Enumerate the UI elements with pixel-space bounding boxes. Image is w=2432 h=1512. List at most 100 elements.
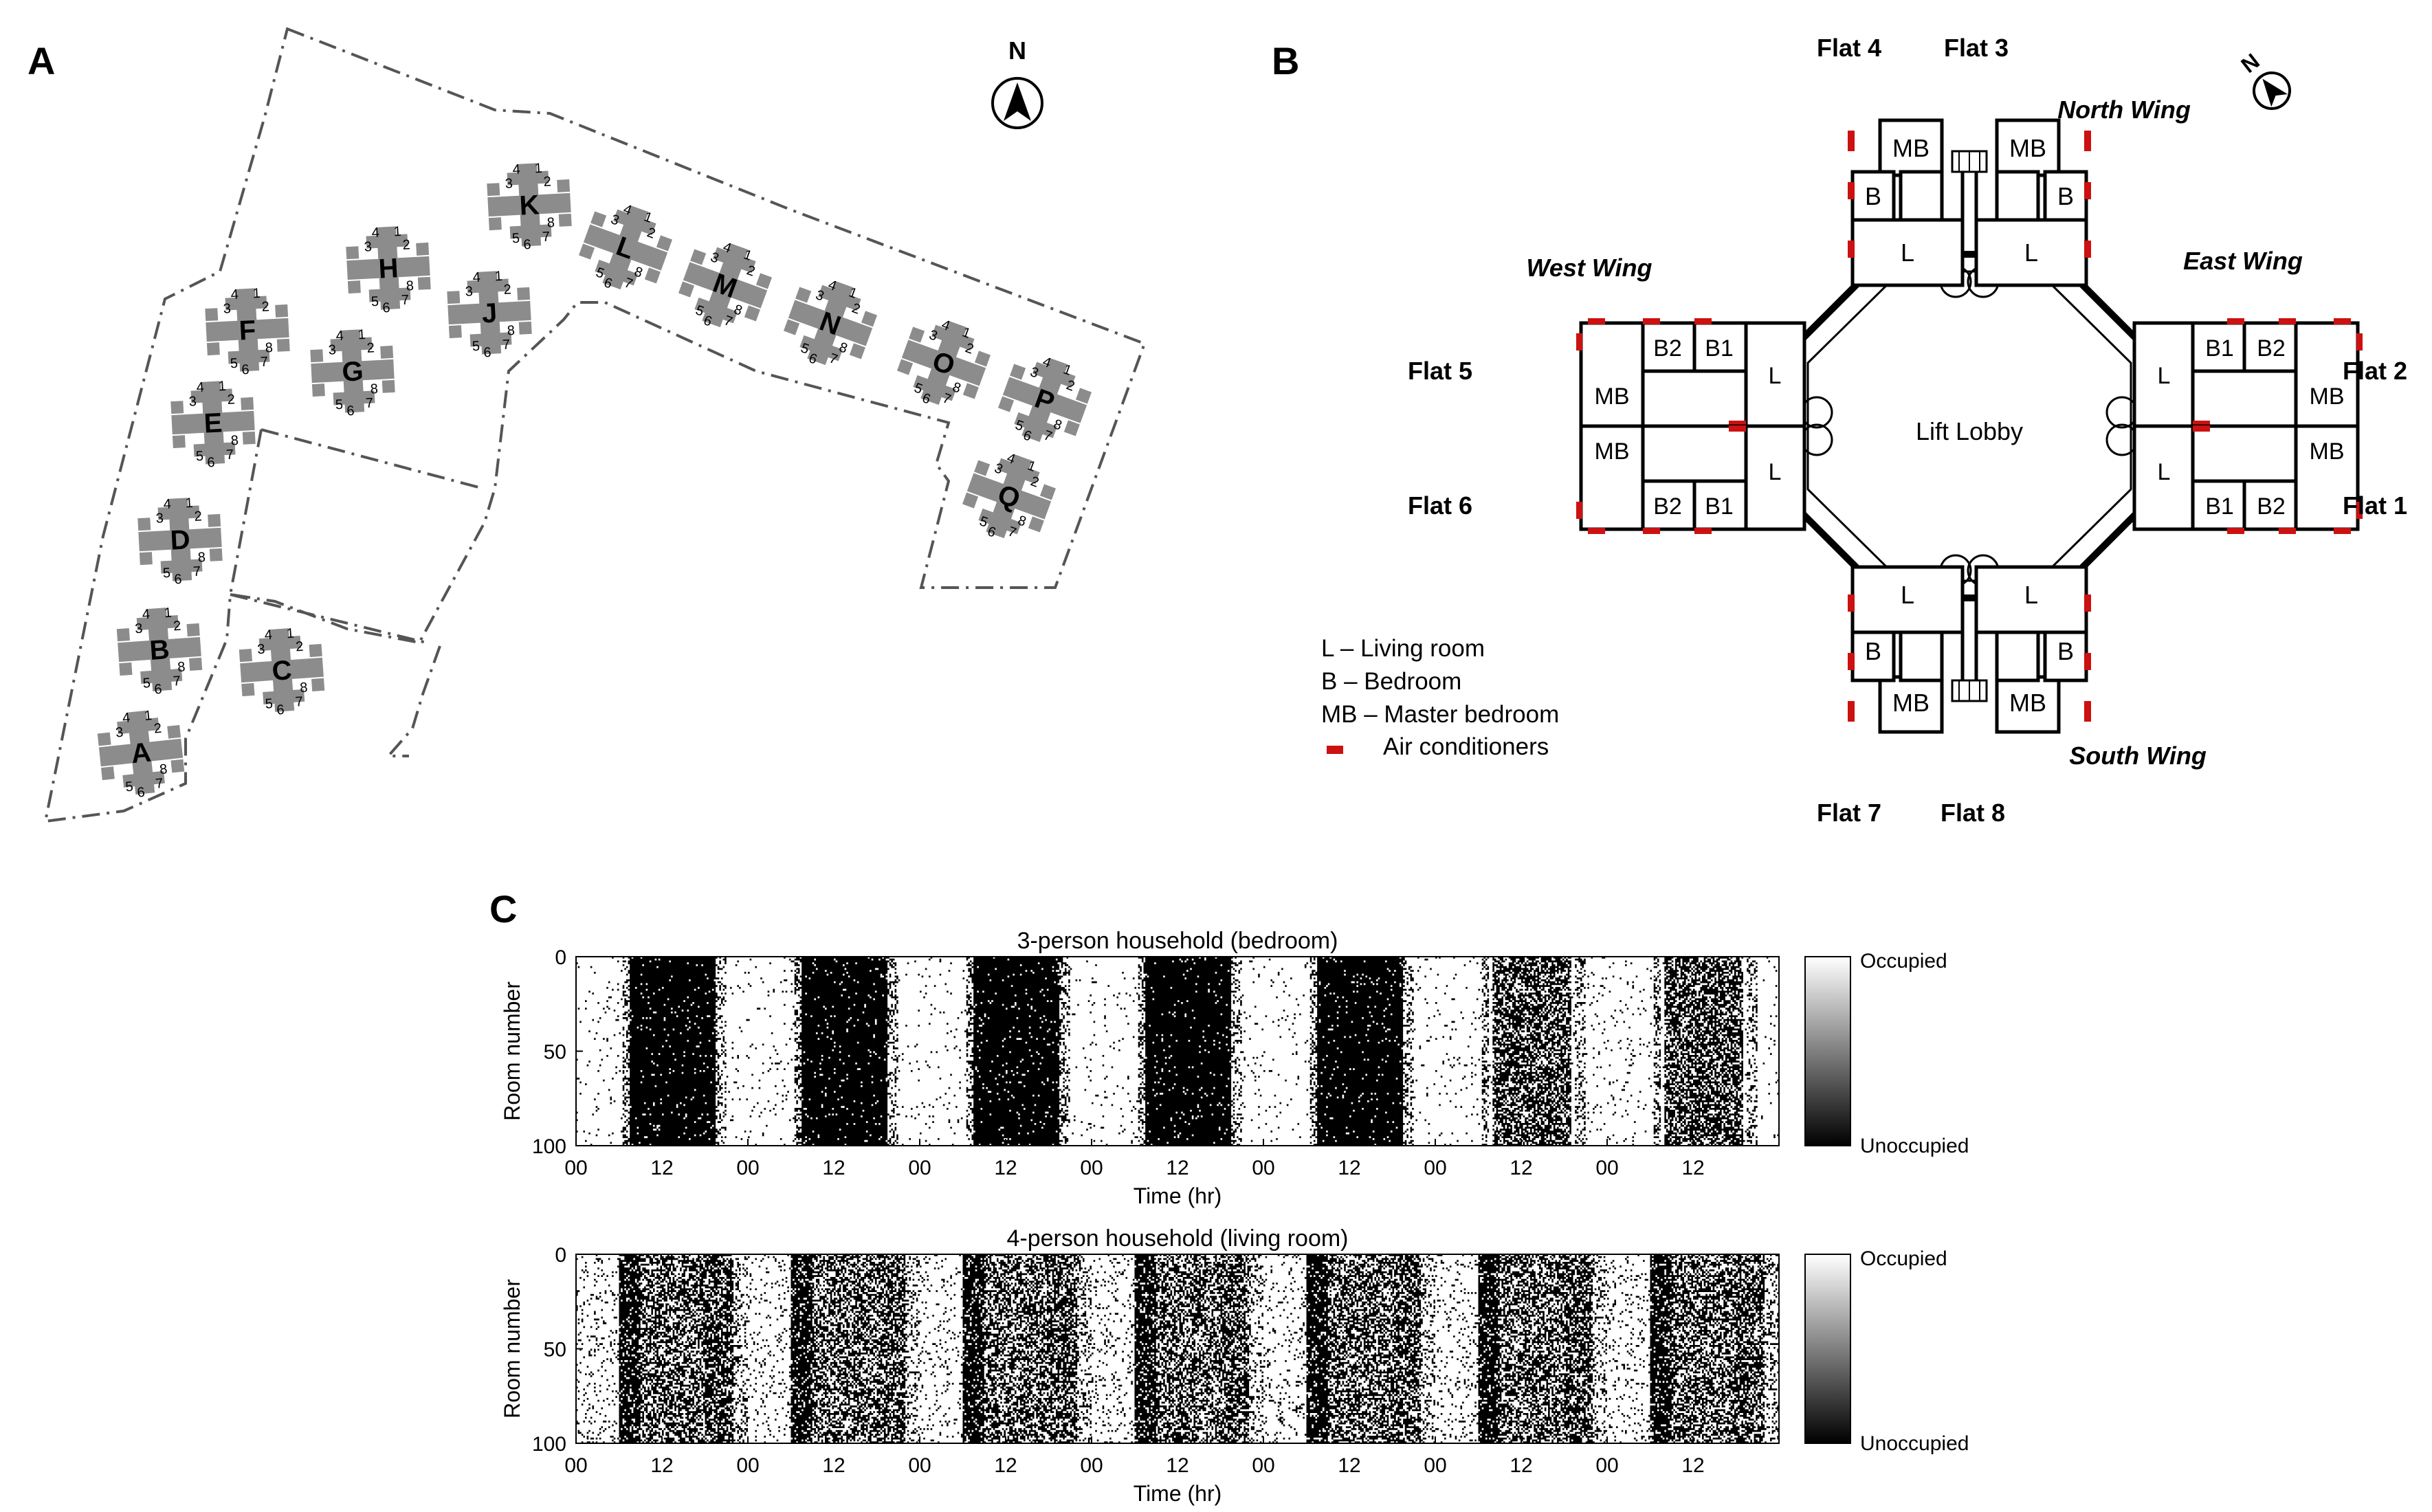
- flat-number: 2: [543, 174, 551, 190]
- flat-3: [1974, 118, 2091, 287]
- room-label: B: [2057, 637, 2074, 665]
- flat-number: 4: [230, 287, 239, 303]
- flat-7: [1848, 565, 1965, 734]
- colorbar: [1804, 956, 1851, 1146]
- colorbar: [1804, 1254, 1851, 1444]
- flat-number: 6: [276, 702, 285, 718]
- air-conditioner: [2084, 653, 2091, 670]
- room-label: L: [1901, 581, 1914, 609]
- flat-number: 5: [142, 676, 151, 691]
- flat-number: 1: [185, 496, 193, 511]
- air-conditioner: [2356, 333, 2363, 351]
- flat-number: 3: [223, 301, 231, 317]
- flat-number: 4: [512, 162, 520, 178]
- flat-4: [1848, 118, 1965, 287]
- flat-number: 6: [207, 455, 215, 471]
- air-conditioner: [2334, 318, 2351, 324]
- air-conditioner: [2084, 241, 2091, 258]
- room-label: B1: [1705, 335, 1734, 362]
- flat-number: 8: [177, 659, 186, 675]
- flat-7-label: Flat 7: [1817, 799, 1881, 827]
- flat-number: 6: [174, 572, 182, 588]
- air-conditioner: [2084, 594, 2091, 612]
- flat-number: 3: [135, 621, 144, 637]
- south-wing-label: South Wing: [2069, 742, 2207, 770]
- flat-6-label: Flat 6: [1408, 491, 1472, 520]
- room-label: L: [2158, 459, 2171, 485]
- block-letter: A: [129, 737, 152, 770]
- block-letter: K: [518, 190, 540, 221]
- air-conditioner: [1848, 131, 1855, 151]
- heatmap-title: 4-person household (living room): [1006, 1225, 1348, 1252]
- flat-number: 5: [371, 294, 379, 310]
- x-tick-label: 12: [650, 1454, 673, 1477]
- air-conditioner: [1588, 318, 1605, 324]
- air-conditioner: [2084, 182, 2091, 199]
- air-conditioner: [1848, 182, 1855, 199]
- room-label: B: [1865, 637, 1881, 665]
- block-g: G 12 34 5 678: [310, 327, 395, 419]
- flat-number: 6: [382, 300, 390, 316]
- flat-number: 4: [472, 270, 480, 286]
- room-label: B2: [1653, 335, 1682, 362]
- flat-number: 6: [346, 403, 355, 419]
- flat-number: 1: [393, 224, 401, 240]
- x-tick-label: 00: [1424, 1454, 1446, 1477]
- block-letter: D: [169, 524, 190, 555]
- heatmap-frame: [575, 1254, 1780, 1444]
- x-tick-label: 00: [564, 1454, 587, 1477]
- heatmap-cells: [576, 1254, 1779, 1443]
- flat-number: 4: [196, 380, 204, 396]
- air-conditioner: [2356, 502, 2363, 519]
- room-label: MB: [1595, 438, 1630, 465]
- x-tick-label: 12: [1681, 1157, 1704, 1179]
- block-c: C 12 34 5 678: [239, 626, 325, 718]
- air-conditioner: [2084, 701, 2091, 722]
- x-tick-label: 00: [1595, 1454, 1618, 1477]
- block-e: E 12 34 5 678: [170, 379, 256, 471]
- flat-number: 4: [122, 710, 131, 726]
- legend-air-conditioners: Air conditioners: [1383, 733, 1549, 760]
- site-map-north-label: N: [1008, 36, 1026, 65]
- flat-1: [2132, 424, 2363, 534]
- x-tick-label: 00: [1595, 1157, 1618, 1179]
- room-label: MB: [2310, 383, 2345, 410]
- air-conditioner: [1848, 594, 1855, 612]
- block-letter: E: [203, 408, 223, 438]
- flat-number: 7: [365, 396, 373, 412]
- room-label: MB: [1892, 689, 1930, 717]
- flat-number: 4: [142, 607, 151, 623]
- air-conditioner: [2227, 318, 2244, 324]
- legend-bedroom: B – Bedroom: [1321, 668, 1461, 695]
- y-tick-label: 50: [544, 1339, 566, 1361]
- flat-number: 1: [164, 605, 173, 621]
- room-label: B2: [1653, 493, 1682, 520]
- x-tick-label: 00: [1252, 1454, 1274, 1477]
- flat-number: 5: [230, 356, 238, 372]
- block-f: F 12 34 5 678: [205, 286, 290, 378]
- flat-2-label: Flat 2: [2343, 357, 2407, 385]
- flat-number: 4: [371, 225, 379, 241]
- flat-3-label: Flat 3: [1944, 34, 2009, 62]
- flat-number: 5: [511, 231, 520, 247]
- x-tick-label: 00: [908, 1454, 931, 1477]
- y-tick-label: 0: [555, 946, 566, 969]
- room-label: MB: [1595, 383, 1630, 410]
- floor-plan-north-label: N: [2236, 49, 2264, 78]
- flat-number: 8: [265, 340, 273, 356]
- x-tick-label: 12: [1510, 1454, 1532, 1477]
- flat-number: 1: [286, 626, 295, 642]
- flat-number: 1: [144, 708, 153, 724]
- flat-number: 1: [252, 286, 261, 302]
- flat-number: 4: [335, 329, 344, 344]
- flat-8: [1974, 565, 2091, 734]
- flat-number: 3: [465, 284, 473, 300]
- flat-number: 2: [295, 639, 304, 655]
- room-label: L: [1769, 459, 1782, 485]
- flat-number: 5: [335, 397, 343, 413]
- lift-lobby-label: Lift Lobby: [1916, 417, 2023, 445]
